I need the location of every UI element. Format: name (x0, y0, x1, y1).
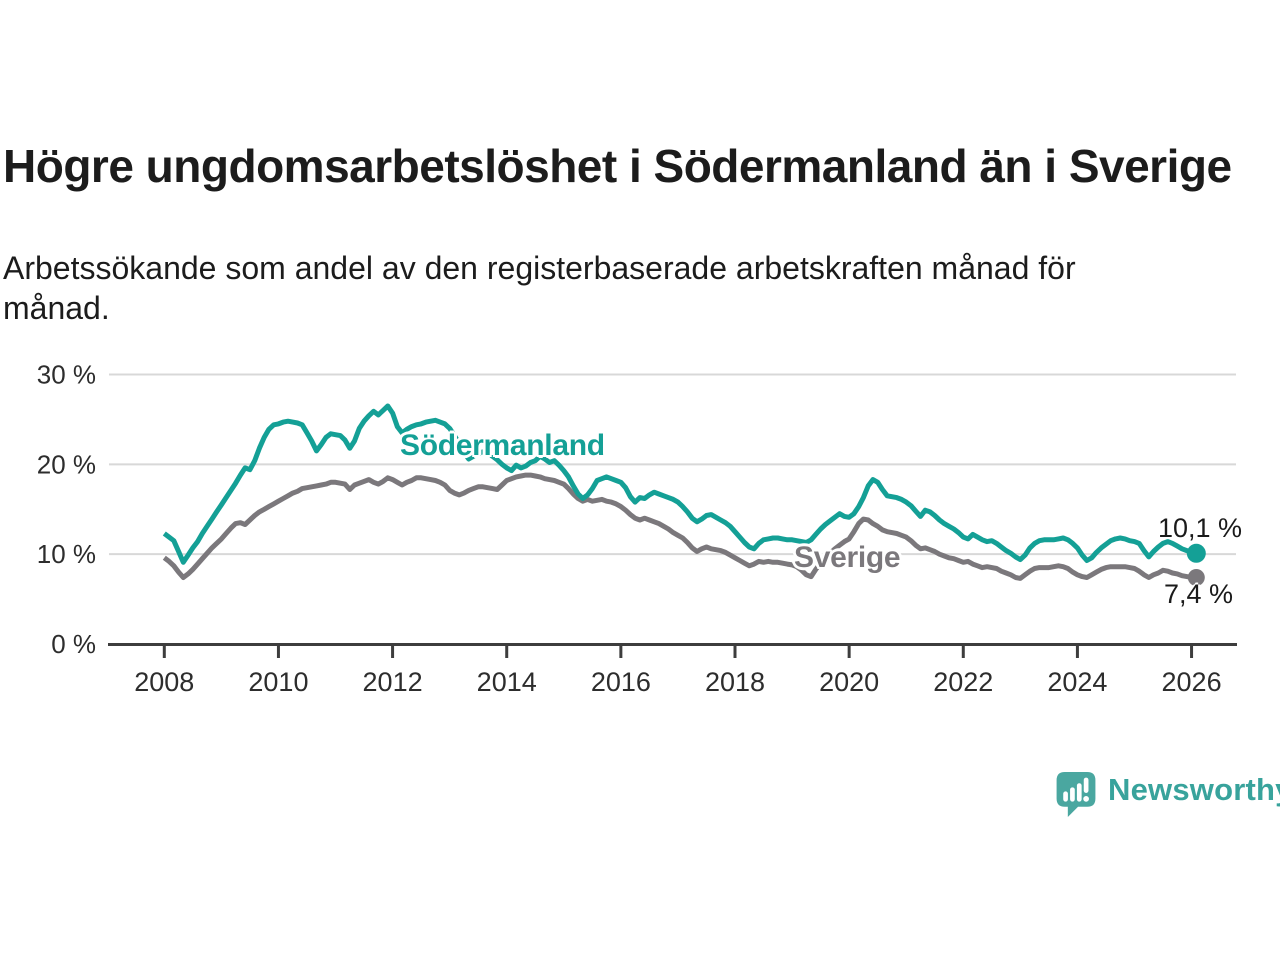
series-line-sverige (162, 472, 1197, 581)
x-axis-tick-label: 2024 (1047, 667, 1107, 697)
end-value-label-sodermanland: 10,1 % (1158, 513, 1243, 543)
x-axis-tick-label: 2026 (1162, 667, 1222, 697)
end-dot-sodermanland (1186, 543, 1206, 563)
series-label-sodermanland: Södermanland (400, 429, 605, 462)
x-axis-tick-label: 2016 (591, 667, 651, 697)
series-line-sodermanland (162, 403, 1197, 565)
y-axis-tick-label: 10 % (37, 539, 96, 569)
x-axis-tick-label: 2018 (705, 667, 765, 697)
newsworthy-wordmark: Newsworthy (1108, 772, 1280, 807)
chart-subtitle: Arbetssökande som andel av den registerb… (3, 250, 1076, 326)
series-label-sverige: Sverige (794, 541, 901, 574)
y-axis-tick-label: 20 % (37, 449, 96, 479)
end-dot-sverige (1187, 569, 1205, 586)
x-axis-tick-label: 2012 (363, 667, 423, 697)
newsworthy-logo-icon (1056, 772, 1096, 817)
y-axis-tick-label: 30 % (37, 360, 96, 390)
x-axis-tick-label: 2022 (933, 667, 993, 697)
x-axis-tick-label: 2010 (248, 667, 308, 697)
y-axis-tick-label: 0 % (51, 629, 96, 659)
chart-title: Högre ungdomsarbetslöshet i Södermanland… (3, 140, 1232, 192)
x-axis-tick-label: 2008 (134, 667, 194, 697)
newsworthy-logo: Newsworthy (1056, 772, 1280, 819)
end-value-label-sverige: 7,4 % (1164, 579, 1234, 609)
x-axis-tick-label: 2020 (819, 667, 879, 697)
x-axis-tick-label: 2014 (477, 667, 537, 697)
